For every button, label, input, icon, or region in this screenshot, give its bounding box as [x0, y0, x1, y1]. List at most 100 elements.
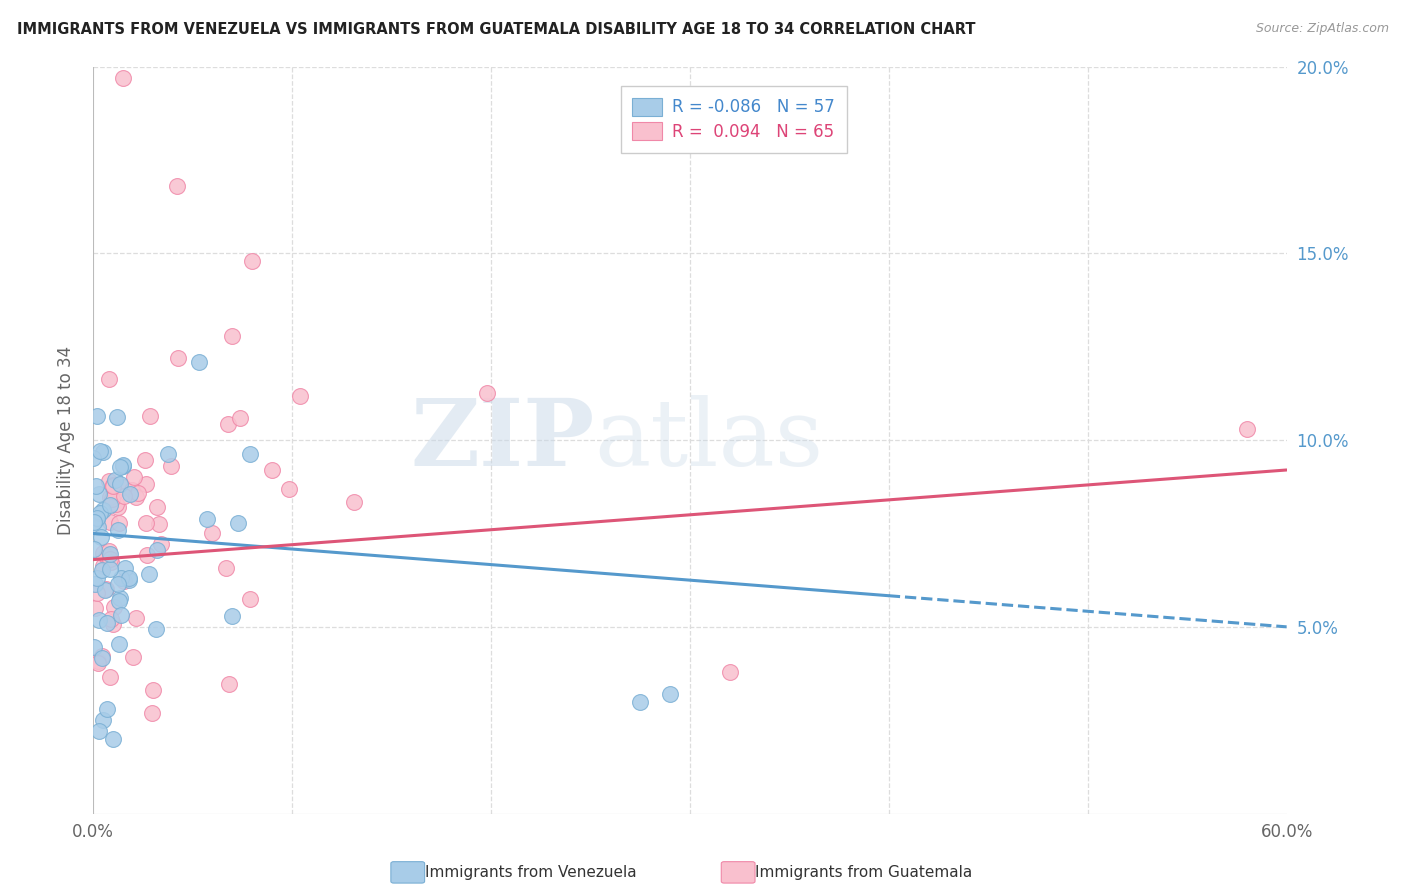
Point: [114, 561, 136, 575]
Text: atlas: atlas: [595, 395, 824, 485]
Point: [103, 599, 125, 614]
Point: [108, 516, 131, 530]
Point: [91, 445, 114, 459]
Point: [105, 497, 128, 511]
Point: [157, 447, 180, 461]
Point: [134, 453, 156, 467]
Point: [97, 543, 120, 558]
Point: [98, 474, 121, 488]
Point: [108, 591, 131, 605]
Point: [107, 409, 129, 424]
Point: [107, 523, 129, 537]
Point: [112, 574, 135, 588]
Point: [98, 490, 121, 504]
Point: [138, 567, 160, 582]
Point: [87, 654, 110, 668]
Point: [87, 487, 110, 501]
Point: [91, 650, 114, 665]
Text: Source: ZipAtlas.com: Source: ZipAtlas.com: [1256, 22, 1389, 36]
Point: [86, 586, 108, 600]
Y-axis label: Disability Age 18 to 34: Disability Age 18 to 34: [58, 345, 75, 534]
Point: [121, 483, 143, 497]
Point: [98, 515, 121, 529]
Point: [98, 551, 121, 566]
Point: [146, 542, 169, 557]
Point: [97, 372, 120, 386]
Point: [108, 593, 131, 607]
Point: [94, 582, 117, 596]
Point: [91, 558, 114, 573]
Point: [124, 470, 146, 484]
Point: [628, 694, 651, 708]
Point: [100, 555, 122, 569]
Point: [145, 623, 167, 637]
Point: [83, 577, 105, 591]
Point: [226, 516, 249, 530]
Point: [100, 612, 122, 626]
Point: [150, 537, 173, 551]
Point: [104, 484, 127, 499]
Point: [84, 479, 107, 493]
Point: [110, 459, 132, 474]
Point: [166, 179, 188, 194]
Point: [160, 458, 183, 473]
Point: [91, 563, 114, 577]
Point: [107, 577, 129, 591]
Point: [90, 530, 112, 544]
Point: [107, 636, 129, 650]
Point: [83, 640, 105, 654]
Point: [167, 351, 190, 365]
Point: [141, 706, 163, 720]
Point: [96, 702, 118, 716]
Point: [91, 649, 114, 664]
Point: [118, 570, 141, 584]
Point: [146, 500, 169, 515]
Point: [83, 541, 105, 556]
Text: IMMIGRANTS FROM VENEZUELA VS IMMIGRANTS FROM GUATEMALA DISABILITY AGE 18 TO 34 C: IMMIGRANTS FROM VENEZUELA VS IMMIGRANTS …: [17, 22, 976, 37]
Point: [110, 571, 132, 585]
Point: [217, 417, 239, 431]
Point: [221, 328, 243, 343]
Point: [86, 409, 108, 424]
Point: [86, 571, 108, 585]
Point: [262, 463, 284, 477]
Point: [89, 443, 111, 458]
Point: [135, 516, 157, 531]
Point: [108, 477, 131, 491]
Point: [98, 547, 121, 561]
Point: [477, 386, 499, 401]
Point: [83, 515, 105, 529]
Point: [187, 354, 209, 368]
Point: [127, 486, 149, 500]
Point: [148, 516, 170, 531]
Text: Immigrants from Guatemala: Immigrants from Guatemala: [755, 865, 973, 880]
Point: [125, 611, 148, 625]
Point: [118, 574, 141, 588]
Point: [84, 601, 107, 615]
Point: [278, 482, 301, 496]
Legend: R = -0.086   N = 57, R =  0.094   N = 65: R = -0.086 N = 57, R = 0.094 N = 65: [620, 87, 846, 153]
Point: [101, 731, 124, 746]
Point: [239, 591, 262, 606]
Point: [229, 411, 252, 425]
Point: [98, 562, 121, 576]
Point: [111, 480, 134, 494]
Text: ZIP: ZIP: [411, 395, 595, 485]
Point: [86, 511, 108, 525]
Point: [93, 583, 115, 598]
Point: [91, 546, 114, 560]
Point: [104, 473, 127, 487]
Point: [122, 649, 145, 664]
Point: [98, 498, 121, 512]
Point: [215, 561, 238, 575]
Point: [112, 70, 135, 85]
Point: [89, 506, 111, 520]
Point: [101, 616, 124, 631]
Point: [110, 607, 132, 622]
Point: [101, 492, 124, 507]
Point: [342, 495, 364, 509]
Point: [288, 389, 311, 403]
Point: [136, 548, 159, 562]
Point: [98, 670, 121, 684]
Point: [135, 476, 157, 491]
